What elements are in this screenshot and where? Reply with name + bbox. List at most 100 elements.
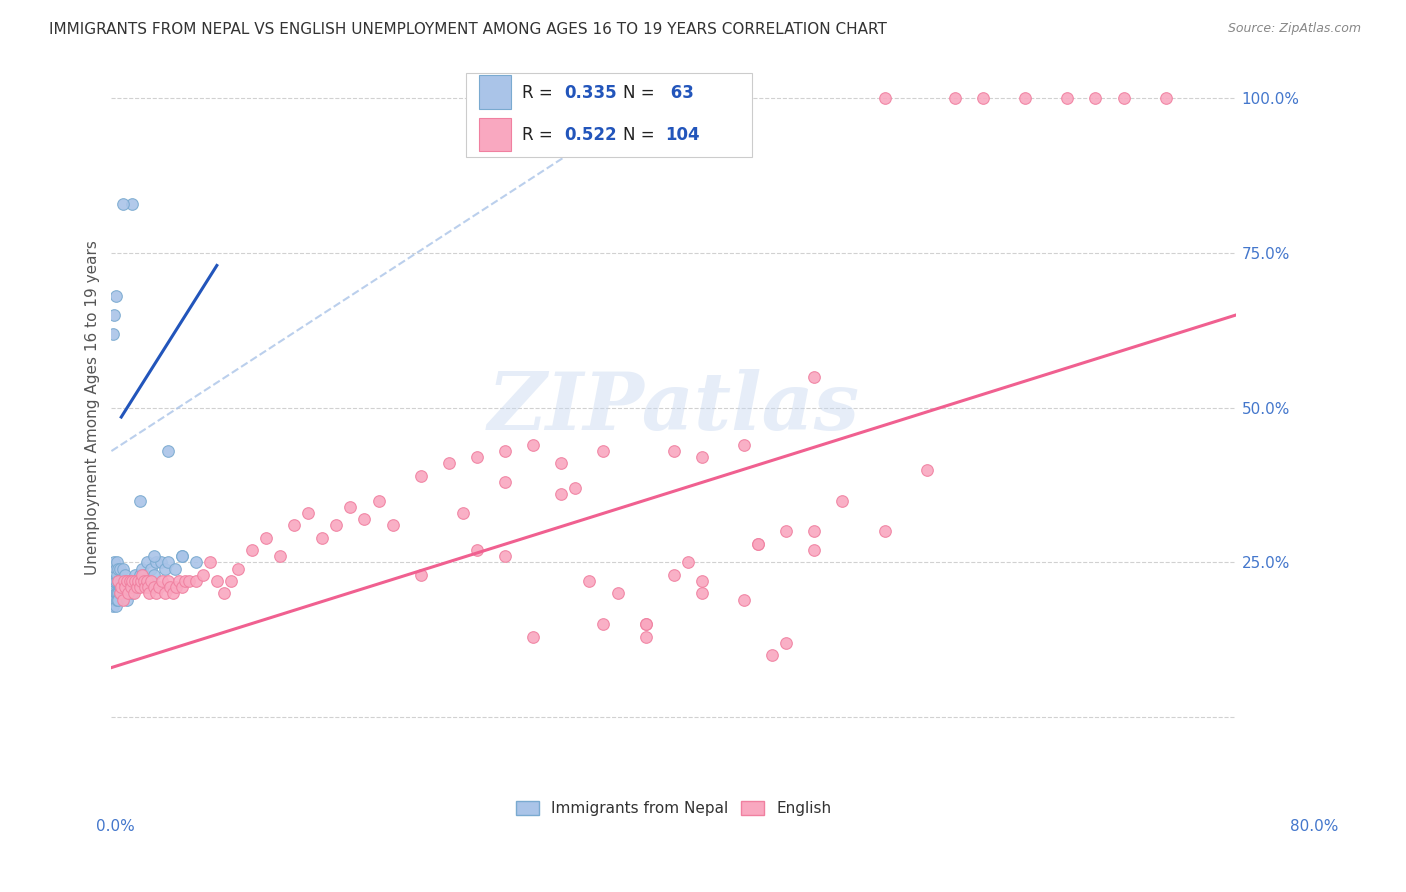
Point	[205, 574, 228, 588]
Point	[104, 289, 127, 303]
Point	[269, 549, 291, 564]
Point	[163, 561, 186, 575]
Point	[219, 574, 242, 588]
Point	[733, 592, 755, 607]
Text: Source: ZipAtlas.com: Source: ZipAtlas.com	[1227, 22, 1361, 36]
Point	[142, 580, 165, 594]
Point	[129, 574, 152, 588]
Point	[761, 648, 783, 663]
Point	[117, 586, 139, 600]
Point	[325, 518, 347, 533]
Point	[110, 574, 132, 588]
Point	[127, 580, 149, 594]
Point	[121, 574, 143, 588]
FancyBboxPatch shape	[465, 73, 752, 157]
Point	[915, 462, 938, 476]
Point	[112, 586, 135, 600]
Point	[120, 580, 142, 594]
Point	[148, 580, 170, 594]
Point	[662, 567, 685, 582]
Text: 0.522: 0.522	[565, 127, 617, 145]
Point	[111, 196, 134, 211]
Point	[101, 326, 124, 341]
Point	[149, 556, 172, 570]
Point	[339, 500, 361, 514]
Point	[128, 493, 150, 508]
Point	[142, 567, 165, 582]
Point	[128, 567, 150, 582]
Point	[943, 91, 966, 105]
Point	[108, 580, 131, 594]
Point	[803, 369, 825, 384]
Point	[550, 487, 572, 501]
Point	[240, 543, 263, 558]
Point	[111, 561, 134, 575]
Point	[1154, 91, 1177, 105]
Point	[170, 580, 193, 594]
Point	[578, 574, 600, 588]
Point	[115, 592, 138, 607]
Point	[184, 556, 207, 570]
Point	[112, 574, 135, 588]
Point	[111, 592, 134, 607]
Point	[101, 586, 124, 600]
Point	[101, 574, 124, 588]
Point	[972, 91, 994, 105]
Point	[139, 561, 162, 575]
Point	[873, 524, 896, 539]
Point	[156, 444, 179, 458]
Text: N =: N =	[623, 84, 659, 102]
Point	[522, 630, 544, 644]
Point	[803, 524, 825, 539]
Point	[690, 586, 713, 600]
Point	[437, 457, 460, 471]
Point	[198, 556, 221, 570]
Point	[451, 506, 474, 520]
Bar	[479, 118, 510, 152]
Point	[103, 556, 125, 570]
Point	[111, 586, 134, 600]
Point	[131, 567, 153, 582]
Point	[381, 518, 404, 533]
Point	[159, 580, 181, 594]
Point	[177, 574, 200, 588]
Point	[170, 549, 193, 564]
Point	[121, 196, 143, 211]
Point	[522, 438, 544, 452]
Point	[108, 561, 131, 575]
Point	[662, 444, 685, 458]
Point	[775, 636, 797, 650]
Point	[104, 599, 127, 613]
Text: ZIPatlas: ZIPatlas	[488, 369, 860, 447]
Point	[634, 630, 657, 644]
Text: 104: 104	[665, 127, 699, 145]
Point	[107, 574, 129, 588]
Point	[1056, 91, 1078, 105]
Point	[108, 586, 131, 600]
Point	[104, 586, 127, 600]
Point	[747, 537, 769, 551]
Point	[1014, 91, 1036, 105]
Point	[122, 586, 145, 600]
Point	[606, 586, 628, 600]
Text: 0.335: 0.335	[565, 84, 617, 102]
Point	[114, 580, 136, 594]
Text: R =: R =	[522, 127, 558, 145]
Point	[226, 561, 249, 575]
Point	[145, 586, 167, 600]
Point	[135, 556, 157, 570]
Point	[733, 438, 755, 452]
Text: IMMIGRANTS FROM NEPAL VS ENGLISH UNEMPLOYMENT AMONG AGES 16 TO 19 YEARS CORRELAT: IMMIGRANTS FROM NEPAL VS ENGLISH UNEMPLO…	[49, 22, 887, 37]
Point	[131, 561, 153, 575]
Point	[112, 574, 135, 588]
Point	[676, 556, 699, 570]
Point	[150, 574, 173, 588]
Legend: Immigrants from Nepal, English: Immigrants from Nepal, English	[516, 801, 831, 816]
Point	[690, 450, 713, 465]
Point	[831, 493, 853, 508]
Point	[111, 574, 134, 588]
Point	[107, 592, 129, 607]
Point	[494, 549, 516, 564]
Point	[110, 580, 132, 594]
Point	[139, 574, 162, 588]
